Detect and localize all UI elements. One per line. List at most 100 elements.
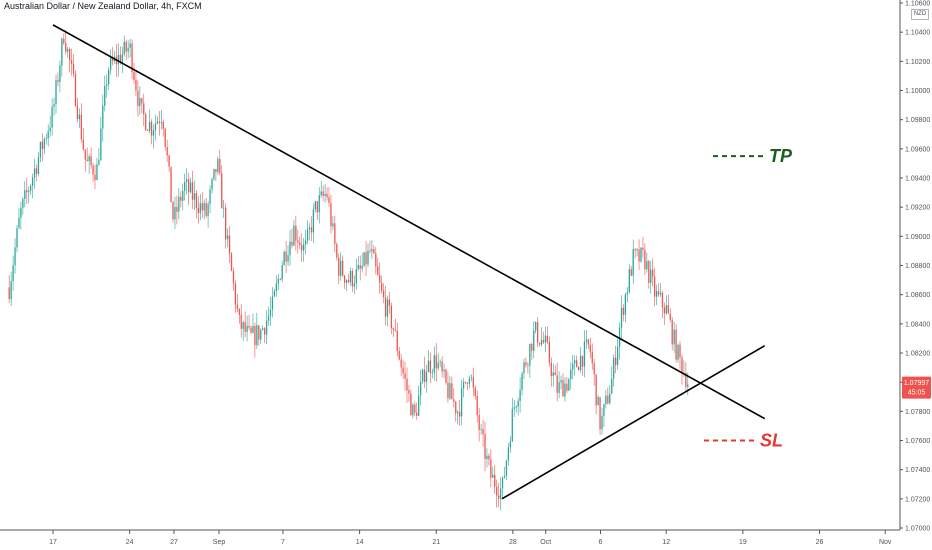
candle-body bbox=[402, 367, 404, 374]
candle-body bbox=[121, 54, 123, 64]
candle-body bbox=[41, 141, 43, 150]
candle-body bbox=[638, 249, 640, 262]
candle-body bbox=[410, 393, 412, 416]
time-axis[interactable]: 17 24 Sep 27 7 14 21 28 Oct 6 12 19 26 Nov bbox=[49, 530, 892, 546]
candle-body bbox=[182, 190, 184, 201]
tp-label[interactable]: TP bbox=[769, 146, 793, 166]
candle-body bbox=[640, 247, 642, 262]
candle-body bbox=[620, 307, 623, 328]
trendline[interactable] bbox=[52, 24, 766, 420]
candle-body bbox=[459, 411, 461, 417]
candle-body bbox=[28, 190, 30, 193]
candle-body bbox=[135, 79, 137, 91]
candle-body bbox=[170, 166, 172, 203]
x-tick-label: 26 bbox=[816, 539, 824, 546]
candle-body bbox=[490, 459, 492, 478]
candle-body bbox=[572, 363, 574, 370]
candle-body bbox=[443, 369, 445, 372]
candle-body bbox=[499, 488, 502, 499]
y-tick-label: 1.07600 bbox=[905, 438, 930, 445]
candle-body bbox=[195, 193, 198, 209]
sl-label[interactable]: SL bbox=[760, 431, 783, 451]
price-axis[interactable]: 1.070001.072001.074001.076001.078001.080… bbox=[900, 1, 930, 533]
candle-body bbox=[507, 447, 510, 461]
candle-body bbox=[143, 103, 145, 115]
candle-body bbox=[498, 495, 500, 499]
y-tick-label: 1.08800 bbox=[905, 263, 930, 270]
y-tick-label: 1.07400 bbox=[905, 467, 930, 474]
candle-body bbox=[127, 47, 129, 52]
candle-body bbox=[254, 326, 256, 346]
candle-body bbox=[445, 369, 447, 383]
candle-body bbox=[542, 339, 545, 343]
bar-countdown: 45:05 bbox=[908, 390, 926, 397]
candle-body bbox=[460, 388, 463, 417]
candle-body bbox=[642, 247, 644, 250]
candle-body bbox=[160, 122, 162, 123]
x-tick-label: 24 bbox=[126, 539, 134, 546]
candle-body bbox=[593, 363, 595, 375]
last-price-tag: 1.07997 45:05 bbox=[902, 376, 931, 399]
candle-body bbox=[168, 155, 170, 167]
candle-body bbox=[562, 380, 564, 397]
candle-body bbox=[310, 227, 313, 233]
candle-body bbox=[109, 56, 112, 71]
candle-body bbox=[626, 292, 628, 295]
candle-body bbox=[223, 207, 225, 209]
candle-body bbox=[162, 122, 164, 129]
candle-body bbox=[250, 327, 252, 333]
candle-body bbox=[14, 247, 16, 266]
candle-body bbox=[129, 43, 131, 48]
candle-body bbox=[53, 104, 55, 107]
candle-body bbox=[248, 325, 250, 328]
candle-body bbox=[581, 355, 584, 367]
candle-body bbox=[43, 139, 45, 150]
candle-body bbox=[186, 179, 188, 182]
candle-body bbox=[226, 235, 229, 240]
candle-body bbox=[35, 168, 38, 174]
candle-body bbox=[435, 355, 437, 369]
candle-body bbox=[657, 291, 660, 295]
trendlines[interactable] bbox=[52, 24, 766, 500]
candle-body bbox=[31, 177, 34, 186]
candle-body bbox=[351, 270, 354, 287]
candle-body bbox=[217, 158, 219, 173]
candle-body bbox=[141, 98, 143, 104]
candle-body bbox=[379, 275, 381, 283]
y-tick-label: 1.10600 bbox=[905, 1, 930, 8]
candle-body bbox=[45, 138, 47, 140]
candle-body bbox=[289, 241, 291, 256]
candle-body bbox=[517, 400, 519, 407]
candle-body bbox=[531, 343, 533, 351]
candle-body bbox=[367, 250, 369, 265]
x-tick-label: Oct bbox=[540, 539, 551, 546]
candle-body bbox=[258, 325, 260, 340]
candle-body bbox=[408, 390, 410, 394]
candle-body bbox=[392, 328, 394, 330]
candle-body bbox=[260, 329, 262, 340]
candle-body bbox=[328, 197, 330, 203]
candle-body bbox=[654, 276, 656, 297]
candle-body bbox=[527, 365, 529, 366]
candle-body bbox=[576, 360, 578, 368]
x-tick-label: 19 bbox=[739, 539, 747, 546]
candle-body bbox=[269, 309, 272, 316]
candle-body bbox=[349, 270, 352, 283]
candle-body bbox=[447, 382, 449, 399]
candle-body bbox=[416, 412, 418, 416]
candle-body bbox=[96, 164, 98, 180]
candle-body bbox=[49, 127, 51, 132]
x-tick-label: 28 bbox=[509, 539, 517, 546]
annotations[interactable]: TP SL bbox=[704, 146, 793, 451]
candle-body bbox=[299, 242, 301, 245]
candle-body bbox=[375, 253, 377, 267]
candle-body bbox=[336, 244, 338, 258]
trendline[interactable] bbox=[501, 345, 766, 500]
candle-body bbox=[137, 90, 139, 107]
candle-body bbox=[148, 121, 151, 131]
candle-body bbox=[74, 73, 77, 106]
x-tick-label: 14 bbox=[356, 539, 364, 546]
candle-body bbox=[423, 369, 426, 382]
